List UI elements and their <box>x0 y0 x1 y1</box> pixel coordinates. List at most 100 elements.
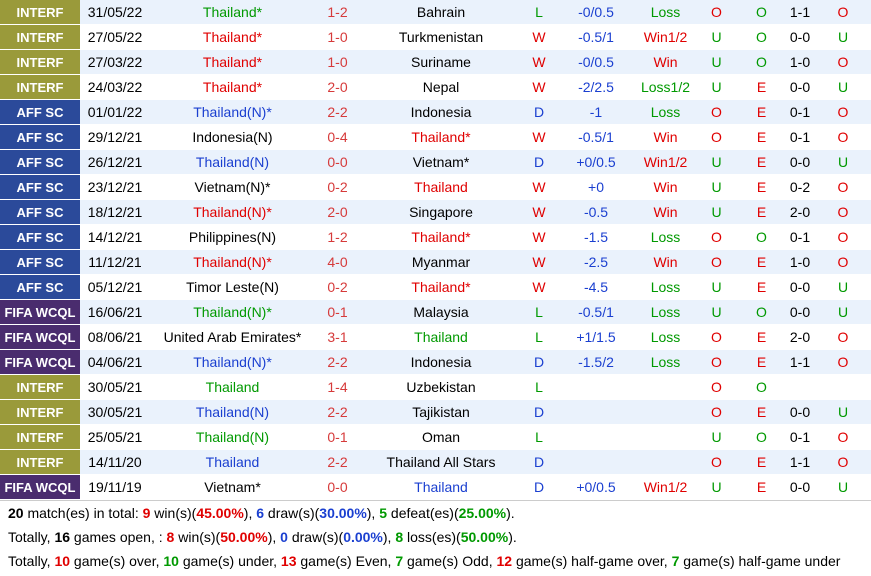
summary-text: win(s)( <box>174 529 221 545</box>
cell-hdp: -0.5/1 <box>556 299 636 325</box>
date: 16/06/21 <box>87 304 143 320</box>
cell-ou: O <box>695 249 738 275</box>
home: Philippines(N) <box>188 229 277 245</box>
score: 2-0 <box>327 79 348 95</box>
cell-ou: O <box>695 399 738 425</box>
cell-date: 08/06/21 <box>80 324 150 350</box>
ht: 1-1 <box>789 4 811 20</box>
ht: 1-0 <box>789 254 811 270</box>
summary-text: ). <box>508 529 517 545</box>
comp: FIFA WCQL <box>4 304 76 320</box>
cell-hdp-result: Win <box>636 124 695 150</box>
cell-oe: E <box>738 474 785 500</box>
comp: AFF SC <box>16 129 64 145</box>
cell-comp: INTERF <box>0 24 80 50</box>
score: 3-1 <box>327 329 348 345</box>
cell-oe: O <box>738 49 785 75</box>
ht: 0-0 <box>789 279 811 295</box>
oe: O <box>756 304 767 320</box>
cell-hdp-result: Win <box>636 249 695 275</box>
hdp: -1.5/2 <box>578 354 614 370</box>
cell-ht: 0-0 <box>785 474 815 500</box>
cell-ht: 1-1 <box>785 349 815 375</box>
cell-ht: 0-0 <box>785 149 815 175</box>
cell-result: D <box>522 149 556 175</box>
away: Myanmar <box>411 254 471 270</box>
cell-ht-ou: O <box>815 324 871 350</box>
result: W <box>532 79 546 95</box>
cell-date: 14/11/20 <box>80 449 150 475</box>
oe: E <box>756 279 767 295</box>
cell-result: D <box>522 449 556 475</box>
cell-oe: E <box>738 74 785 100</box>
cell-ht: 0-2 <box>785 174 815 200</box>
cell-oe: E <box>738 174 785 200</box>
cell-ou: U <box>695 424 738 450</box>
cell-score: 4-0 <box>315 249 360 275</box>
ht-ou: O <box>837 104 849 120</box>
summary-line: Totally, 10 game(s) over, 10 game(s) und… <box>0 549 871 573</box>
hdp: +0/0.5 <box>576 479 616 495</box>
cell-ou: O <box>695 449 738 475</box>
date: 23/12/21 <box>87 179 143 195</box>
date: 18/12/21 <box>87 204 143 220</box>
date: 27/03/22 <box>87 54 143 70</box>
result: L <box>535 304 543 320</box>
date: 30/05/21 <box>87 404 143 420</box>
cell-hdp-result: Loss <box>636 349 695 375</box>
comp: AFF SC <box>16 229 64 245</box>
oe: O <box>756 4 767 20</box>
hdp: +0/0.5 <box>576 154 616 170</box>
comp: INTERF <box>16 379 64 395</box>
cell-comp: AFF SC <box>0 99 80 125</box>
ht-ou: U <box>837 79 849 95</box>
away: Vietnam* <box>412 154 470 170</box>
result: D <box>533 354 545 370</box>
match-row: AFF SC 14/12/21 Philippines(N) 1-2 Thailand*… <box>0 224 871 250</box>
cell-away: Nepal <box>360 74 522 100</box>
ou: U <box>711 54 722 70</box>
cell-hdp: -1 <box>556 99 636 125</box>
ou: U <box>711 29 722 45</box>
ht-ou: O <box>837 4 849 20</box>
ht-ou: O <box>837 204 849 220</box>
cell-date: 30/05/21 <box>80 399 150 425</box>
away: Bahrain <box>416 4 466 20</box>
cell-score: 1-4 <box>315 374 360 400</box>
cell-comp: FIFA WCQL <box>0 299 80 325</box>
cell-oe: E <box>738 124 785 150</box>
ht-ou: U <box>837 154 849 170</box>
score: 2-2 <box>327 404 348 420</box>
date: 04/06/21 <box>87 354 143 370</box>
cell-hdp-result <box>636 374 695 400</box>
oe: O <box>756 379 767 395</box>
hdp-result: Loss <box>650 304 681 320</box>
comp: INTERF <box>16 429 64 445</box>
cell-home: Thailand(N) <box>150 424 315 450</box>
cell-comp: AFF SC <box>0 249 80 275</box>
summary-text: game(s) Even, <box>296 553 396 569</box>
ht-ou: O <box>837 354 849 370</box>
cell-ht: 0-1 <box>785 99 815 125</box>
cell-hdp-result <box>636 399 695 425</box>
result: W <box>532 179 546 195</box>
away: Singapore <box>409 204 473 220</box>
cell-score: 0-1 <box>315 424 360 450</box>
score: 1-2 <box>327 4 348 20</box>
cell-result: L <box>522 0 556 25</box>
cell-oe: O <box>738 0 785 25</box>
away: Oman <box>421 429 461 445</box>
date: 11/12/21 <box>88 254 142 270</box>
cell-away: Thailand <box>360 474 522 500</box>
oe: E <box>756 479 767 495</box>
hdp: +0 <box>588 179 604 195</box>
cell-score: 0-4 <box>315 124 360 150</box>
cell-hdp-result <box>636 424 695 450</box>
cell-away: Thailand* <box>360 224 522 250</box>
cell-ht: 0-0 <box>785 24 815 50</box>
match-row: INTERF 30/05/21 Thailand 1-4 Uzbekistan L O O <box>0 374 871 400</box>
ou: O <box>711 4 722 20</box>
cell-hdp: +0 <box>556 174 636 200</box>
cell-hdp: -2.5 <box>556 249 636 275</box>
